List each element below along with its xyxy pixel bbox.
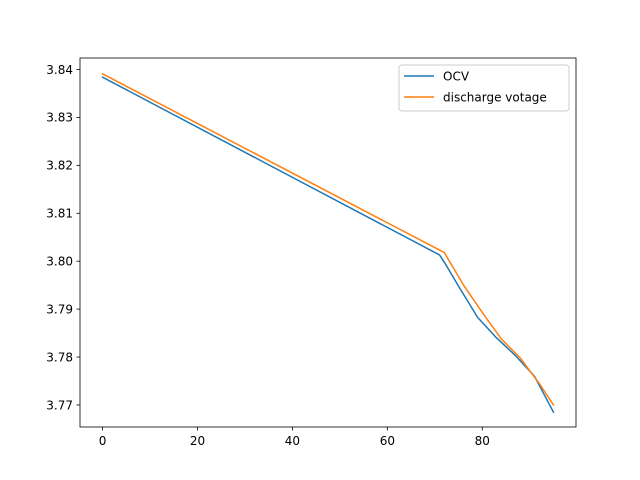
legend-label-discharge-votage: discharge votage bbox=[443, 91, 547, 105]
axes-frame bbox=[79, 57, 577, 428]
y-tick-label: 3.84 bbox=[46, 63, 73, 77]
y-tick-label: 3.78 bbox=[46, 350, 73, 364]
legend-label-ocv: OCV bbox=[443, 70, 470, 84]
series-layer bbox=[101, 72, 555, 414]
legend-box bbox=[398, 64, 570, 112]
y-tick-label: 3.82 bbox=[46, 159, 73, 173]
x-tick-label: 60 bbox=[380, 434, 395, 448]
x-tick-label: 40 bbox=[285, 434, 300, 448]
x-tick-label: 0 bbox=[99, 434, 107, 448]
y-tick-label: 3.80 bbox=[46, 254, 73, 268]
y-tick-label: 3.81 bbox=[46, 207, 73, 221]
series-line-discharge-votage bbox=[101, 72, 555, 406]
y-tick-label: 3.83 bbox=[46, 111, 73, 125]
x-tick-label: 80 bbox=[475, 434, 490, 448]
y-tick-label: 3.79 bbox=[46, 302, 73, 316]
plot-area bbox=[80, 58, 576, 427]
x-axis: 0 20 40 60 80 bbox=[99, 427, 490, 448]
y-tick-label: 3.77 bbox=[46, 398, 73, 412]
y-axis: 3.77 3.78 3.79 3.80 3.81 3.82 3.83 3.84 bbox=[46, 63, 80, 412]
legend: OCV discharge votage bbox=[398, 64, 570, 112]
x-tick-label: 20 bbox=[190, 434, 205, 448]
